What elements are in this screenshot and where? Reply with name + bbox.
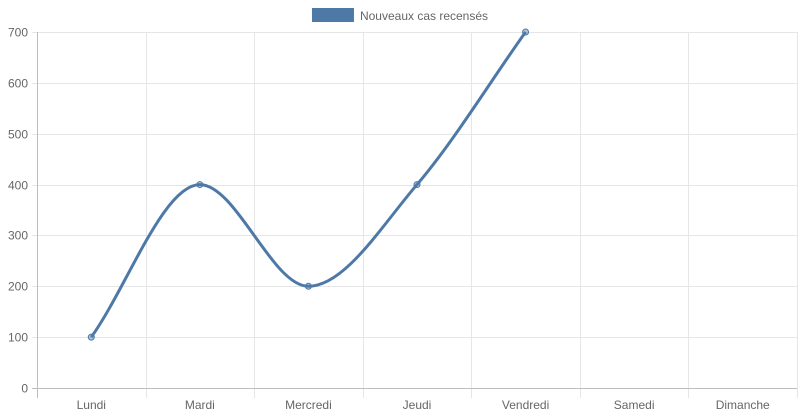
y-tick-label: 200: [8, 280, 28, 294]
series-group: [87, 28, 530, 341]
grid-lines: [32, 32, 798, 398]
y-tick-label: 400: [8, 179, 28, 193]
y-tick-label: 0: [21, 382, 28, 396]
data-point[interactable]: [87, 333, 95, 341]
series-line: [90, 31, 527, 339]
x-tick-label: Mercredi: [285, 398, 332, 412]
axes: [37, 32, 797, 389]
data-point[interactable]: [196, 181, 204, 189]
x-tick-label: Mardi: [185, 398, 215, 412]
y-tick-label: 700: [8, 26, 28, 40]
x-axis-tick-labels: Lundi Mardi Mercredi Jeudi Vendredi Samedi Dim…: [77, 398, 770, 412]
x-tick-label: Samedi: [614, 398, 655, 412]
y-tick-label: 500: [8, 128, 28, 142]
data-point[interactable]: [413, 181, 421, 189]
x-tick-label: Jeudi: [403, 398, 432, 412]
x-tick-label: Dimanche: [716, 398, 770, 412]
y-tick-label: 300: [8, 229, 28, 243]
y-tick-label: 600: [8, 77, 28, 91]
x-tick-label: Vendredi: [502, 398, 549, 412]
data-point[interactable]: [304, 282, 312, 290]
data-point[interactable]: [522, 28, 530, 36]
legend-swatch[interactable]: [311, 8, 354, 22]
x-tick-label: Lundi: [77, 398, 106, 412]
legend-label[interactable]: Nouveaux cas recensés: [360, 9, 488, 23]
y-axis-tick-labels: 0 100 200 300 400 500 600 700: [8, 26, 28, 396]
y-tick-label: 100: [8, 331, 28, 345]
legend[interactable]: Nouveaux cas recensés: [311, 8, 488, 23]
